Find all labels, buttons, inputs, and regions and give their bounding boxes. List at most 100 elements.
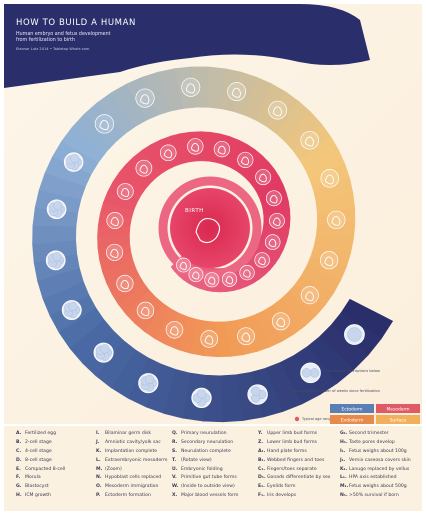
germ-layer-label: Endoderm: [341, 417, 364, 423]
description-item: M. (Zoom): [96, 466, 178, 475]
description-text: (Inside to outside view): [181, 484, 235, 490]
embryo-stage: [247, 384, 268, 405]
description-item: C. 4-cell stage: [16, 448, 98, 457]
description-item: Q. Primary neurulation: [172, 430, 254, 439]
description-key: N₁.: [340, 493, 348, 499]
description-key: D₁.: [258, 475, 266, 481]
description-item: K₁. Lanugo replaced by vellus: [340, 466, 422, 475]
description-key: E₁.: [258, 484, 265, 490]
page-subtitle-line1: Human embryo and fetus development: [16, 31, 111, 37]
embryo-stage: [269, 212, 285, 229]
typical-age-dot: [294, 416, 300, 422]
embryo-stage: [300, 286, 319, 305]
description-item: Z. Lower limb bud forms: [258, 439, 340, 448]
description-text: Mesoderm immigration: [105, 484, 159, 490]
embryo-stage: [320, 251, 339, 270]
embryo-stage: [237, 151, 254, 168]
birth-core-ring: [158, 176, 262, 280]
description-key: I.: [96, 431, 100, 436]
description-text: Iris develops: [267, 493, 297, 499]
legend-week-note: Approximate number of weeks since fertil…: [293, 389, 380, 393]
description-text: Compacted 8-cell: [25, 466, 66, 472]
description-text: Gonads differentiate by sex: [267, 475, 331, 481]
description-key: Z.: [258, 439, 264, 445]
description-text: Second trimester: [349, 431, 389, 436]
embryo-stage: [255, 169, 272, 186]
description-column: Y. Upper limb bud forms Z. Lower limb bud f…: [258, 430, 340, 501]
embryo-stage: [200, 330, 219, 348]
description-text: HPA axis established: [349, 475, 397, 481]
description-text: Fertilized egg: [25, 431, 57, 436]
embryo-stage: [344, 324, 365, 345]
embryo-stage: [176, 257, 191, 273]
description-text: 2-cell stage: [25, 439, 52, 445]
germ-layer-label: Ectoderm: [341, 406, 362, 412]
description-text: Fingers/toes separate: [267, 466, 317, 472]
embryo-stage: [61, 300, 82, 320]
description-item: I₁. Fetus weighs about 100g: [340, 448, 422, 457]
description-item: J₁. Vernix caseosa covers skin: [340, 457, 422, 466]
credit-line: Eleanor Lutz 2014 • Tabletop Whale.com: [16, 47, 90, 51]
description-text: Webbed fingers and toes: [267, 457, 325, 463]
description-text: Primitive gut tube forms: [181, 475, 237, 481]
description-text: Secondary neurulation: [181, 439, 234, 445]
description-key: S.: [172, 448, 178, 454]
description-item: H. ICM growth: [16, 492, 98, 501]
embryo-stage: [300, 362, 321, 384]
embryo-stage: [63, 152, 84, 172]
description-item: K. Implantation complete: [96, 448, 178, 457]
description-key: M.: [96, 466, 103, 472]
description-text: Implantation complete: [105, 448, 158, 454]
description-column: G₁.Second trimester H₁.Taste pores develo…: [340, 430, 422, 501]
embryo-stage: [45, 250, 66, 271]
description-item: S. Neurulation complete: [172, 448, 254, 457]
description-key: B₁.: [258, 457, 266, 463]
embryo-stage: [271, 312, 290, 331]
description-column: I. Bilaminar germ disk J. Amniotic cavity/y…: [96, 430, 178, 501]
germ-layer-swatch: [330, 404, 374, 413]
germ-layer-swatch: [376, 404, 420, 413]
description-item: D. 8-cell stage: [16, 457, 98, 466]
embryo-stage: [187, 138, 204, 155]
embryo-stage: [46, 199, 67, 220]
embryo-stage: [191, 387, 212, 409]
description-item: B₁. Webbed fingers and toes: [258, 457, 340, 466]
embryo-stage: [254, 252, 270, 268]
description-key: H₁.: [340, 439, 348, 445]
description-key: W.: [172, 484, 179, 490]
description-text: >50% survival if born: [349, 493, 399, 499]
description-key: F₁.: [258, 493, 265, 499]
description-key: C.: [16, 448, 22, 454]
description-item: P. Ectoderm formation: [96, 492, 178, 501]
description-item: F. Morula: [16, 474, 98, 483]
description-item: C₁. Fingers/toes separate: [258, 466, 340, 475]
description-key: O.: [96, 484, 102, 490]
embryo-stage: [94, 114, 115, 134]
page-title: HOW TO BUILD A HUMAN: [16, 18, 136, 28]
embryo-stage: [300, 131, 319, 150]
description-item: R. Secondary neurulation: [172, 439, 254, 448]
description-text: Lanugo replaced by vellus: [349, 466, 410, 472]
embryo-stage: [320, 169, 339, 188]
embryo-stage: [138, 373, 159, 394]
description-key: E.: [16, 466, 21, 472]
description-item: G₁.Second trimester: [340, 430, 422, 439]
legend-numbered-note: Numbered descriptions below: [326, 369, 380, 373]
description-column: A. Fertilized egg B. 2-cell stage C. 4-cell s…: [16, 430, 98, 501]
embryo-stage: [264, 234, 281, 250]
description-text: Neurulation complete: [181, 448, 231, 454]
embryo-stage: [181, 77, 201, 97]
description-item: N₁.>50% survival if born: [340, 492, 422, 501]
description-item: X. Major blood vessels form: [172, 492, 254, 501]
germ-layer-label: Mesoderm: [387, 406, 410, 412]
description-key: Y.: [258, 431, 263, 436]
description-text: Eyelids form: [267, 484, 296, 490]
description-key: A.: [16, 431, 22, 436]
description-text: Vernix caseosa covers skin: [349, 457, 411, 463]
embryo-stage: [106, 212, 124, 229]
embryo-stage: [327, 210, 346, 230]
legend-key: Numbered descriptions below Approximate …: [293, 369, 420, 424]
description-key: P.: [96, 493, 101, 499]
embryo-illustrations: [45, 77, 365, 409]
description-column: Q. Primary neurulation R. Secondary neurula…: [172, 430, 254, 501]
